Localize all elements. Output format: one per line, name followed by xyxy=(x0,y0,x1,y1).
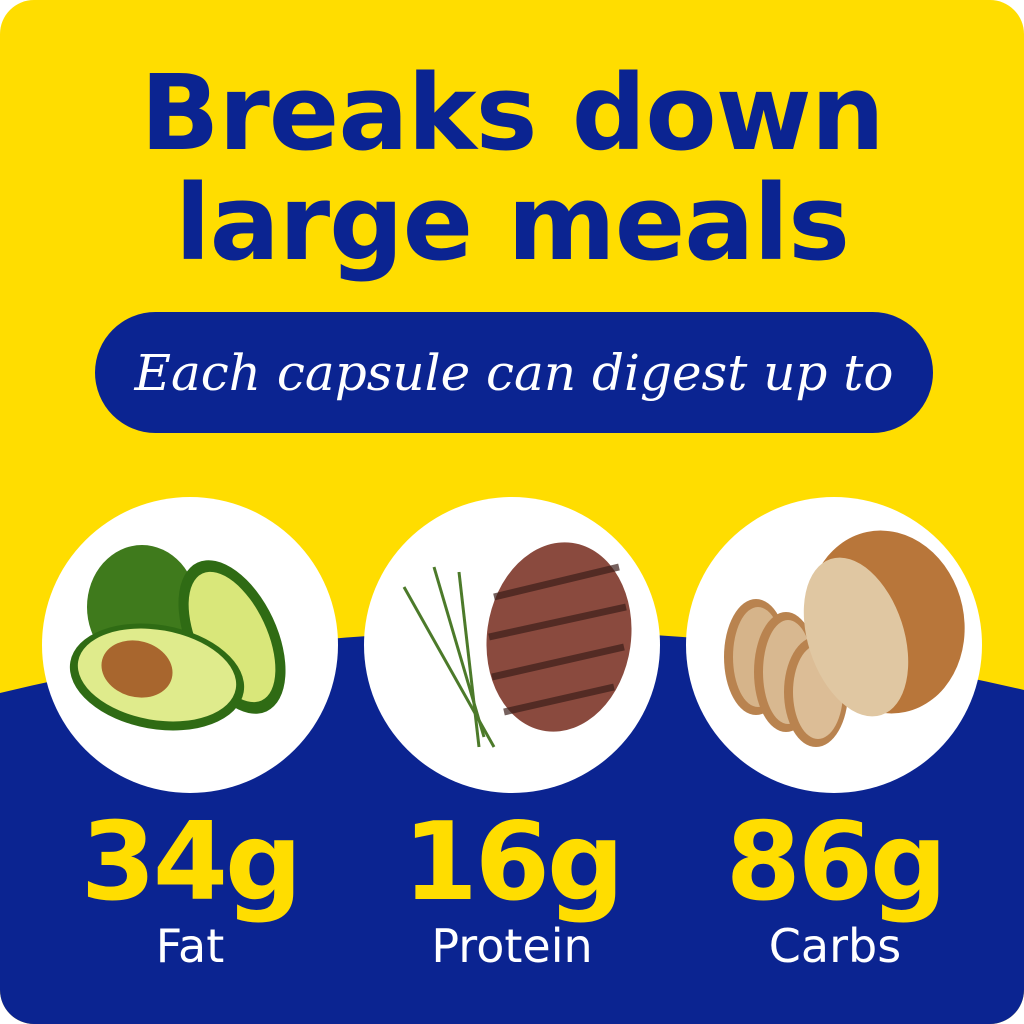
headline-line-2: large meals xyxy=(175,162,850,284)
fat-label: Fat xyxy=(155,919,225,973)
carbs-stat: 86g Carbs xyxy=(675,808,995,974)
fat-amount: 34g xyxy=(80,800,303,925)
fat-stat: 34g Fat xyxy=(30,808,350,974)
subheadline-text: Each capsule can digest up to xyxy=(134,343,894,402)
subheadline-banner: Each capsule can digest up to xyxy=(95,312,933,433)
steak-image xyxy=(364,497,660,793)
bread-image xyxy=(686,497,982,793)
protein-stat: 16g Protein xyxy=(352,808,672,974)
carbs-label: Carbs xyxy=(768,919,902,973)
avocado-image xyxy=(42,497,338,793)
headline-line-1: Breaks down xyxy=(140,52,885,174)
carbs-amount: 86g xyxy=(725,800,948,925)
protein-amount: 16g xyxy=(402,800,625,925)
protein-label: Protein xyxy=(431,919,593,973)
